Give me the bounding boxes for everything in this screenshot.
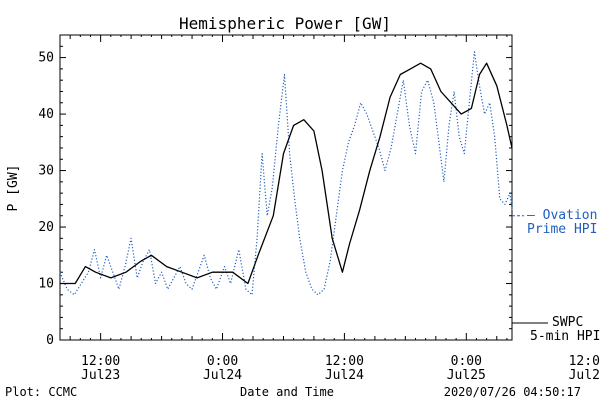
legend-swpc: SWPC 5-min HPI xyxy=(512,315,600,344)
footer-left: Plot: CCMC xyxy=(5,385,77,399)
x-tick-time: 0:00 xyxy=(451,354,482,369)
x-tick-time: 12:00 xyxy=(81,354,120,369)
x-tick-date: Jul23 xyxy=(81,368,120,383)
x-tick-date: Jul25 xyxy=(569,368,600,383)
chart-title: Hemispheric Power [GW] xyxy=(179,14,391,33)
legend-swpc-line1: SWPC xyxy=(552,315,583,330)
x-tick-date: Jul25 xyxy=(447,368,486,383)
x-tick-time: 12:00 xyxy=(325,354,364,369)
x-axis: 12:00Jul230:00Jul2412:00Jul240:00Jul2512… xyxy=(69,35,600,383)
x-axis-label: Date and Time xyxy=(240,385,334,399)
series-swpc-line xyxy=(60,62,513,285)
y-tick-label: 40 xyxy=(38,107,54,122)
legend-swpc-line2: 5-min HPI xyxy=(530,329,600,344)
y-axis-label: P [GW] xyxy=(6,165,21,212)
legend-ovation-line2: Prime HPI xyxy=(527,222,597,237)
y-tick-label: 30 xyxy=(38,164,54,179)
x-tick-time: 0:00 xyxy=(207,354,238,369)
y-tick-label: 20 xyxy=(38,220,54,235)
x-tick-time: 12:00 xyxy=(569,354,600,369)
footer-timestamp: 2020/07/26 04:50:17 xyxy=(444,385,581,399)
y-tick-label: 50 xyxy=(38,51,54,66)
x-tick-date: Jul24 xyxy=(325,368,364,383)
series-layer xyxy=(59,51,524,296)
plot-frame xyxy=(59,34,513,341)
y-tick-label: 0 xyxy=(46,333,54,348)
y-tick-label: 10 xyxy=(38,277,54,292)
series-ovation-prime-line xyxy=(59,51,513,296)
legend-ovation-line1: — Ovation xyxy=(527,208,597,223)
y-axis: 0 10 20 30 40 50 xyxy=(38,34,512,348)
legend-ovation: — Ovation Prime HPI xyxy=(527,208,597,237)
x-tick-date: Jul24 xyxy=(203,368,242,383)
